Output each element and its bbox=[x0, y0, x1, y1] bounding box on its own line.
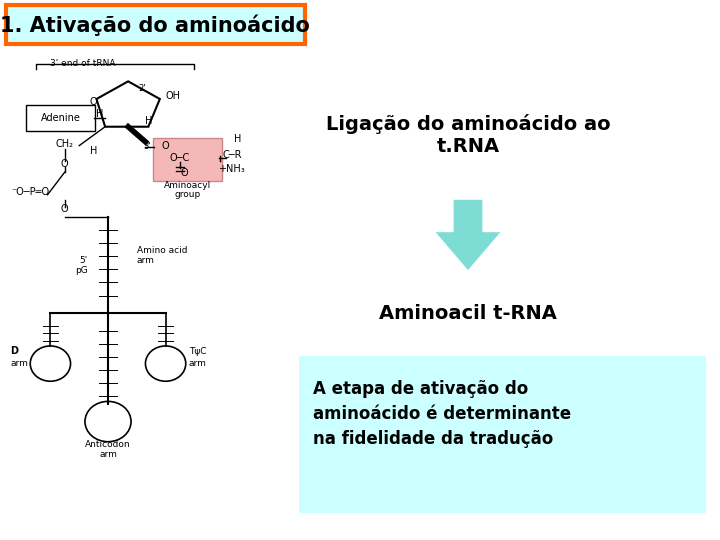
Text: O: O bbox=[181, 168, 188, 178]
Text: arm: arm bbox=[99, 450, 117, 459]
Text: O: O bbox=[90, 97, 97, 106]
Text: Aminoacyl: Aminoacyl bbox=[163, 181, 211, 191]
Text: O─C: O─C bbox=[170, 153, 190, 163]
Text: H: H bbox=[234, 134, 241, 144]
Text: 1. Ativação do aminoácido: 1. Ativação do aminoácido bbox=[0, 14, 310, 36]
Text: H: H bbox=[96, 109, 103, 119]
Text: 2': 2' bbox=[139, 84, 146, 93]
Text: pG: pG bbox=[75, 266, 88, 275]
Text: C─R: C─R bbox=[222, 150, 242, 160]
Text: O: O bbox=[162, 140, 169, 151]
Text: D: D bbox=[10, 346, 18, 355]
FancyBboxPatch shape bbox=[6, 5, 305, 44]
Text: Anticodon: Anticodon bbox=[85, 440, 131, 449]
Text: 3' end of tRNA: 3' end of tRNA bbox=[50, 59, 116, 68]
Text: Aminoacil t-RNA: Aminoacil t-RNA bbox=[379, 303, 557, 323]
FancyBboxPatch shape bbox=[26, 105, 95, 131]
Text: H: H bbox=[90, 146, 97, 157]
Text: 3': 3' bbox=[143, 143, 150, 151]
Text: H: H bbox=[145, 116, 152, 126]
Text: Adenine: Adenine bbox=[40, 113, 81, 123]
Text: arm: arm bbox=[189, 359, 207, 368]
Text: ⁻O─P═O: ⁻O─P═O bbox=[12, 187, 49, 197]
Text: +NH₃: +NH₃ bbox=[218, 164, 246, 174]
FancyBboxPatch shape bbox=[299, 356, 706, 513]
Text: OH: OH bbox=[166, 91, 181, 102]
Text: 5': 5' bbox=[80, 256, 88, 265]
Text: TψC: TψC bbox=[189, 347, 206, 355]
Text: arm: arm bbox=[10, 359, 28, 368]
Text: Ligação do aminoácido ao
t.RNA: Ligação do aminoácido ao t.RNA bbox=[325, 114, 611, 156]
Polygon shape bbox=[436, 200, 500, 270]
Text: CH₂: CH₂ bbox=[56, 139, 74, 149]
Text: Amino acid
arm: Amino acid arm bbox=[137, 246, 187, 265]
Text: O: O bbox=[61, 159, 68, 169]
Text: A etapa de ativação do
aminoácido é determinante
na fidelidade da tradução: A etapa de ativação do aminoácido é dete… bbox=[313, 380, 572, 448]
Text: group: group bbox=[174, 190, 200, 199]
Text: O: O bbox=[61, 205, 68, 214]
FancyBboxPatch shape bbox=[153, 138, 222, 181]
